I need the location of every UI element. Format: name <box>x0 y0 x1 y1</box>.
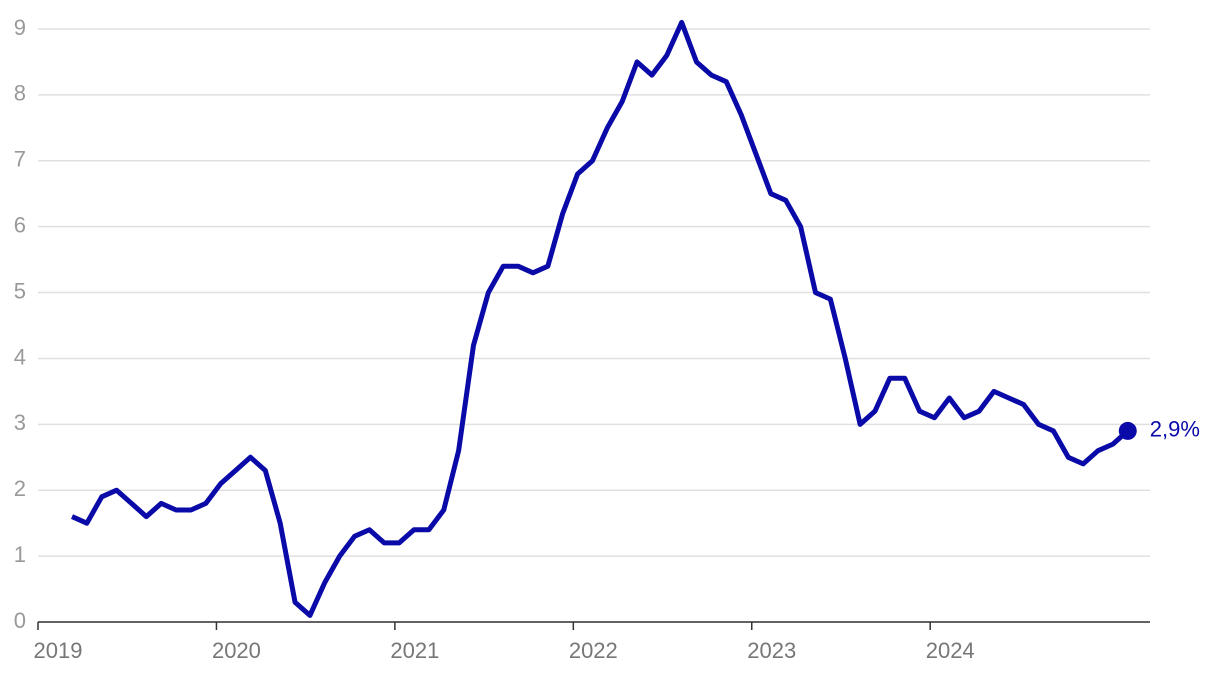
y-tick-label: 7 <box>14 147 26 172</box>
y-tick-label: 6 <box>14 212 26 237</box>
y-tick-label: 0 <box>14 608 26 633</box>
y-tick-label: 4 <box>14 344 26 369</box>
end-point <box>1118 421 1137 440</box>
value-label: 2,9% <box>1150 417 1200 442</box>
x-tick-label: 2024 <box>926 638 975 663</box>
x-tick-label: 2019 <box>34 638 83 663</box>
x-tick-label: 2021 <box>390 638 439 663</box>
y-tick-label: 3 <box>14 410 26 435</box>
y-tick-label: 2 <box>14 476 26 501</box>
x-tick-label: 2022 <box>569 638 618 663</box>
x-tick-label: 2023 <box>747 638 796 663</box>
y-tick-label: 9 <box>14 15 26 40</box>
line <box>70 19 1130 618</box>
y-tick-label: 5 <box>14 278 26 303</box>
x-tick-label: 2020 <box>212 638 261 663</box>
y-tick-label: 8 <box>14 81 26 106</box>
y-tick-label: 1 <box>14 542 26 567</box>
